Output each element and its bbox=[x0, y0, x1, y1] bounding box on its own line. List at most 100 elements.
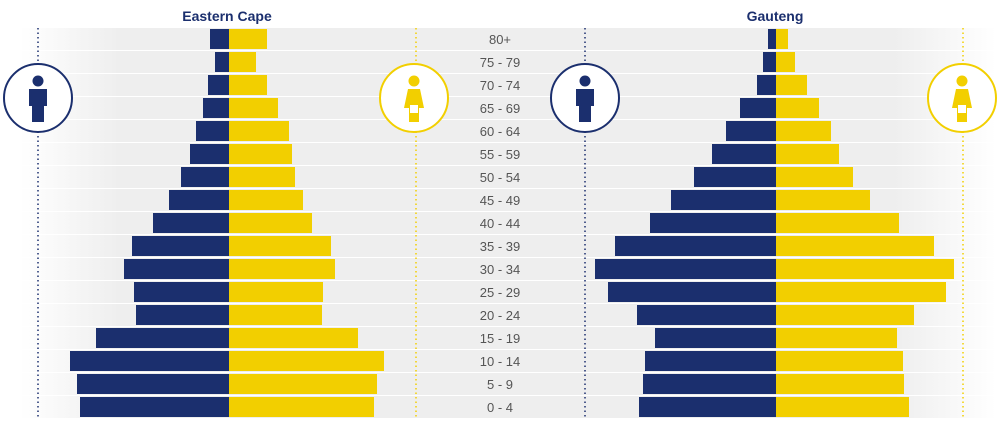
row-band bbox=[416, 74, 586, 96]
female-bar bbox=[776, 52, 795, 72]
row-band bbox=[416, 97, 586, 119]
female-bar bbox=[776, 29, 788, 49]
female-bar bbox=[776, 305, 914, 325]
male-bar bbox=[694, 167, 776, 187]
age-group-label: 10 - 14 bbox=[480, 354, 520, 369]
row-band bbox=[416, 235, 586, 257]
row-band bbox=[416, 373, 586, 395]
age-group-label: 20 - 24 bbox=[480, 308, 520, 323]
female-bar bbox=[229, 213, 312, 233]
male-bar bbox=[726, 121, 776, 141]
age-labels: 80+ 75 - 79 70 - 74 65 - 69 60 - 64 55 - 59 50… bbox=[480, 32, 520, 415]
chart-title-eastern-cape: Eastern Cape bbox=[182, 8, 272, 24]
male-person-icon bbox=[550, 63, 620, 133]
female-bar bbox=[229, 397, 374, 417]
female-bar bbox=[229, 259, 335, 279]
female-person-icon bbox=[379, 63, 449, 133]
female-bar bbox=[229, 328, 358, 348]
row-band bbox=[586, 28, 996, 50]
male-bar bbox=[740, 98, 776, 118]
female-bar bbox=[229, 305, 322, 325]
male-bar bbox=[637, 305, 776, 325]
male-bar bbox=[712, 144, 776, 164]
female-bar bbox=[776, 121, 831, 141]
age-group-label: 0 - 4 bbox=[487, 400, 513, 415]
female-bar bbox=[229, 121, 289, 141]
female-bar bbox=[776, 144, 839, 164]
male-bar bbox=[208, 75, 229, 95]
female-bar bbox=[776, 167, 853, 187]
female-bar bbox=[776, 98, 819, 118]
female-bar bbox=[776, 213, 899, 233]
male-bar bbox=[757, 75, 776, 95]
male-bar bbox=[136, 305, 229, 325]
female-bar bbox=[229, 282, 323, 302]
female-bar bbox=[776, 236, 934, 256]
female-bar bbox=[229, 75, 267, 95]
age-group-label: 65 - 69 bbox=[480, 101, 520, 116]
age-group-label: 55 - 59 bbox=[480, 147, 520, 162]
female-bar bbox=[776, 282, 946, 302]
male-bar bbox=[615, 236, 776, 256]
guide-lines bbox=[37, 28, 964, 418]
male-bar bbox=[671, 190, 776, 210]
female-bar bbox=[229, 52, 256, 72]
male-bar bbox=[96, 328, 229, 348]
male-bar bbox=[210, 29, 229, 49]
male-bar bbox=[608, 282, 776, 302]
age-group-label: 25 - 29 bbox=[480, 285, 520, 300]
male-bar bbox=[645, 351, 776, 371]
row-band bbox=[416, 327, 586, 349]
female-bar bbox=[776, 190, 870, 210]
male-bar bbox=[196, 121, 229, 141]
female-bar bbox=[776, 328, 897, 348]
age-group-label: 75 - 79 bbox=[480, 55, 520, 70]
female-bar bbox=[776, 374, 904, 394]
male-bar bbox=[768, 29, 776, 49]
female-bar bbox=[776, 75, 807, 95]
row-band bbox=[416, 51, 586, 73]
male-bar bbox=[203, 98, 229, 118]
male-bar bbox=[124, 259, 229, 279]
age-group-label: 15 - 19 bbox=[480, 331, 520, 346]
male-person-icon bbox=[3, 63, 73, 133]
row-band bbox=[416, 281, 586, 303]
female-bar bbox=[776, 351, 903, 371]
female-bar bbox=[229, 29, 267, 49]
row-band bbox=[416, 120, 586, 142]
age-group-label: 50 - 54 bbox=[480, 170, 520, 185]
icons bbox=[3, 63, 997, 133]
female-bar bbox=[229, 374, 377, 394]
age-group-label: 60 - 64 bbox=[480, 124, 520, 139]
female-bar bbox=[776, 397, 909, 417]
age-group-label: 40 - 44 bbox=[480, 216, 520, 231]
male-bar bbox=[80, 397, 229, 417]
male-bar bbox=[169, 190, 229, 210]
bars bbox=[70, 29, 954, 417]
row-band bbox=[416, 143, 586, 165]
female-bar bbox=[229, 236, 331, 256]
female-bar bbox=[229, 351, 384, 371]
female-bar bbox=[229, 98, 278, 118]
male-bar bbox=[215, 52, 229, 72]
age-group-label: 80+ bbox=[489, 32, 511, 47]
age-group-label: 45 - 49 bbox=[480, 193, 520, 208]
male-bar bbox=[70, 351, 229, 371]
age-group-label: 35 - 39 bbox=[480, 239, 520, 254]
row-band bbox=[416, 304, 586, 326]
row-band bbox=[416, 28, 586, 50]
male-bar bbox=[132, 236, 229, 256]
male-bar bbox=[77, 374, 229, 394]
female-bar bbox=[229, 167, 295, 187]
male-bar bbox=[190, 144, 229, 164]
male-bar bbox=[655, 328, 776, 348]
female-bar bbox=[229, 144, 292, 164]
female-person-icon bbox=[927, 63, 997, 133]
male-bar bbox=[650, 213, 776, 233]
age-group-label: 5 - 9 bbox=[487, 377, 513, 392]
male-bar bbox=[134, 282, 229, 302]
age-group-label: 30 - 34 bbox=[480, 262, 520, 277]
chart-title-gauteng: Gauteng bbox=[747, 8, 804, 24]
male-bar bbox=[153, 213, 229, 233]
row-band bbox=[416, 258, 586, 280]
